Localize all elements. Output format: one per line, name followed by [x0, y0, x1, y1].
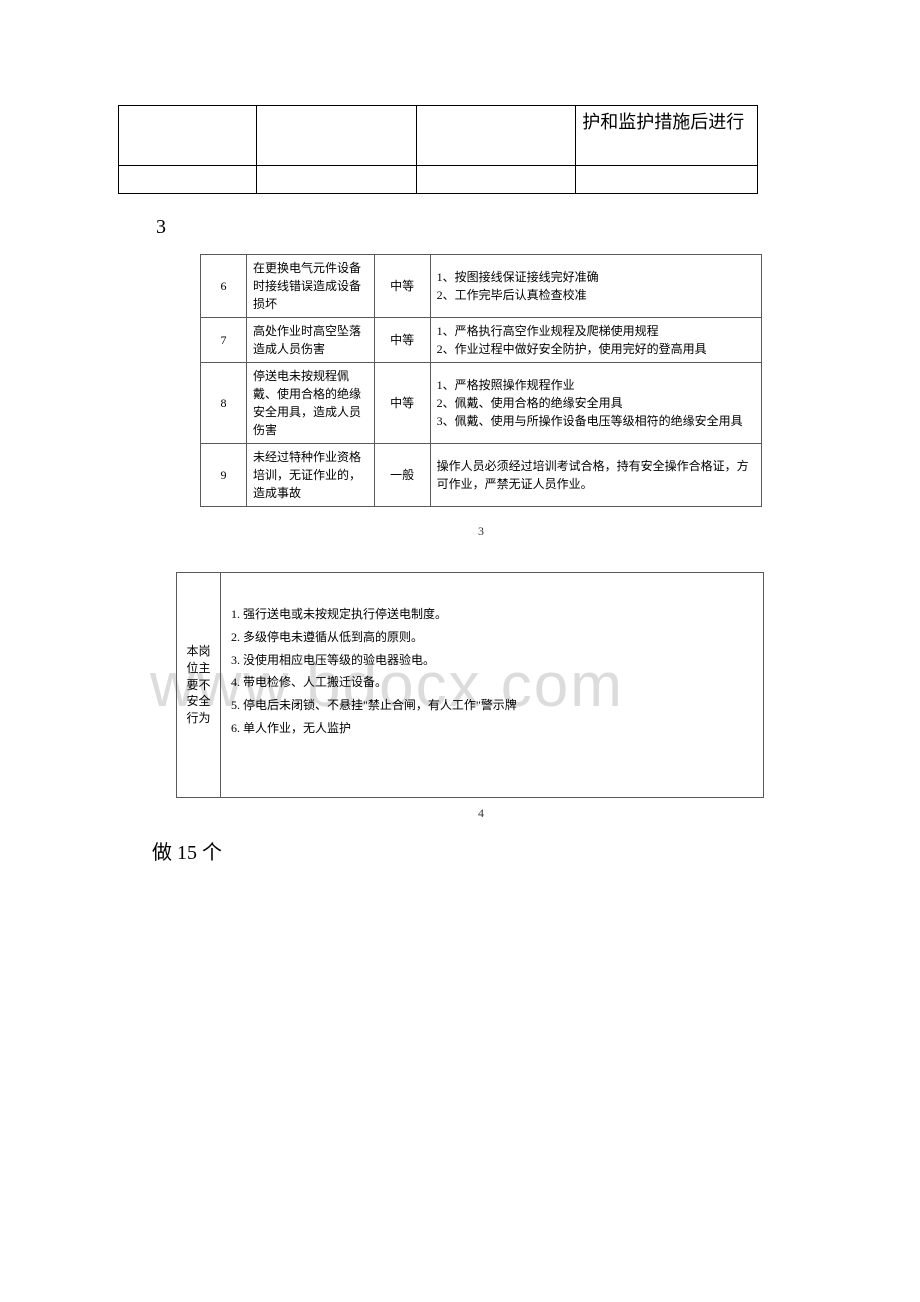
row-desc: 停送电未按规程佩戴、使用合格的绝缘安全用具，造成人员伤害: [246, 363, 374, 444]
row-level: 中等: [374, 318, 430, 363]
row-level: 中等: [374, 363, 430, 444]
section-number-3: 3: [156, 216, 166, 239]
top-cell: [119, 166, 257, 194]
row-index: 9: [201, 444, 247, 507]
table-row: 8 停送电未按规程佩戴、使用合格的绝缘安全用具，造成人员伤害 中等 1、严格按照…: [201, 363, 762, 444]
table-row: 护和监护措施后进行: [119, 106, 758, 166]
row-desc: 在更换电气元件设备时接线错误造成设备损坏: [246, 255, 374, 318]
unsafe-behaviors-box: 本岗位主要不安全行为 1. 强行送电或未按规定执行停送电制度。 2. 多级停电未…: [176, 572, 764, 798]
list-item: 6. 单人作业，无人监护: [231, 717, 751, 740]
table-row: 6 在更换电气元件设备时接线错误造成设备损坏 中等 1、按图接线保证接线完好准确…: [201, 255, 762, 318]
row-index: 7: [201, 318, 247, 363]
embedded-page-number-3: 3: [478, 524, 484, 539]
embedded-page-number-4: 4: [478, 806, 484, 821]
document-page: www.bdocx.com 护和监护措施后进行 3 6 在更换电气元件设备时接线…: [0, 0, 920, 1302]
top-cell: [256, 106, 416, 166]
row-level: 一般: [374, 444, 430, 507]
table-row: 7 高处作业时高空坠落造成人员伤害 中等 1、严格执行高空作业规程及爬梯使用规程…: [201, 318, 762, 363]
row-measures: 1、严格按照操作规程作业2、佩戴、使用合格的绝缘安全用具3、佩戴、使用与所操作设…: [430, 363, 761, 444]
row-desc: 未经过特种作业资格培训，无证作业的，造成事故: [246, 444, 374, 507]
row-level: 中等: [374, 255, 430, 318]
unsafe-behaviors-list: 1. 强行送电或未按规定执行停送电制度。 2. 多级停电未遵循从低到高的原则。 …: [221, 573, 763, 797]
row-index: 6: [201, 255, 247, 318]
list-item: 4. 带电检修、人工搬迁设备。: [231, 671, 751, 694]
top-cell: [416, 166, 576, 194]
list-item: 1. 强行送电或未按规定执行停送电制度。: [231, 603, 751, 626]
top-cell: [416, 106, 576, 166]
row-measures: 1、严格执行高空作业规程及爬梯使用规程2、作业过程中做好安全防护，使用完好的登高…: [430, 318, 761, 363]
list-item: 3. 没使用相应电压等级的验电器验电。: [231, 649, 751, 672]
top-cell: [576, 166, 758, 194]
unsafe-behaviors-label: 本岗位主要不安全行为: [177, 573, 221, 797]
top-partial-table: 护和监护措施后进行: [118, 105, 758, 194]
table-row: 9 未经过特种作业资格培训，无证作业的，造成事故 一般 操作人员必须经过培训考试…: [201, 444, 762, 507]
top-cell: [256, 166, 416, 194]
risk-measures-table: 6 在更换电气元件设备时接线错误造成设备损坏 中等 1、按图接线保证接线完好准确…: [200, 254, 762, 507]
row-measures: 操作人员必须经过培训考试合格，持有安全操作合格证，方可作业，严禁无证人员作业。: [430, 444, 761, 507]
row-index: 8: [201, 363, 247, 444]
row-measures: 1、按图接线保证接线完好准确2、工作完毕后认真检查校准: [430, 255, 761, 318]
list-item: 5. 停电后未闭锁、不悬挂"禁止合闸，有人工作"警示牌: [231, 694, 751, 717]
top-cell: 护和监护措施后进行: [576, 106, 758, 166]
row-desc: 高处作业时高空坠落造成人员伤害: [246, 318, 374, 363]
table-row: [119, 166, 758, 194]
list-item: 2. 多级停电未遵循从低到高的原则。: [231, 626, 751, 649]
bottom-note-text: 做 15 个: [152, 836, 222, 865]
top-cell: [119, 106, 257, 166]
